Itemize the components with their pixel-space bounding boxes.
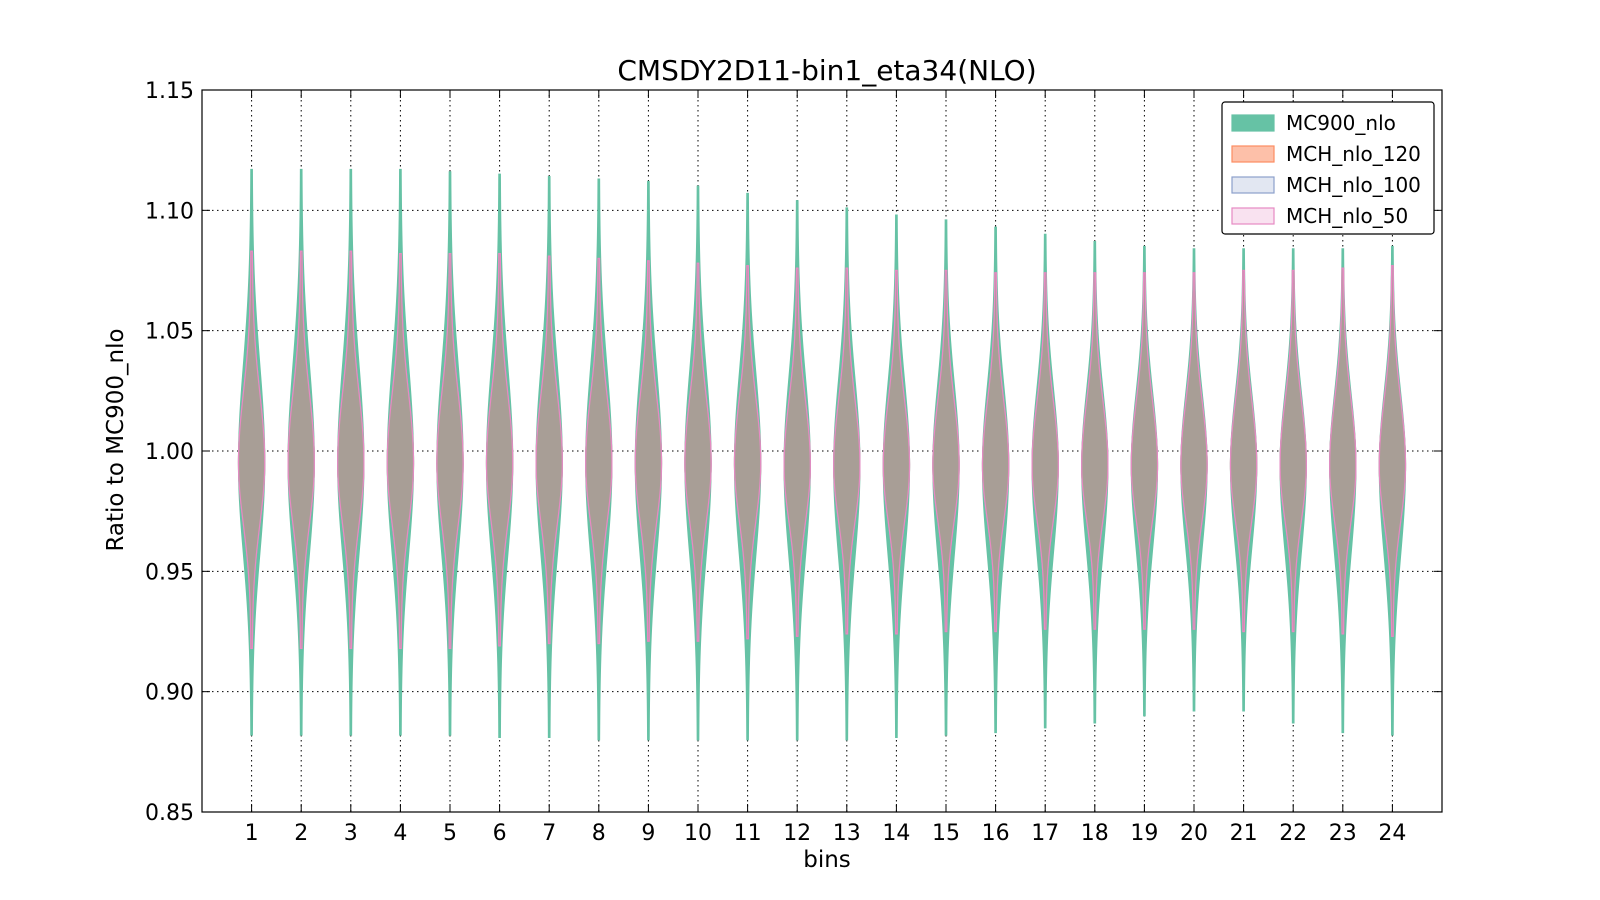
violin-MCH_nlo_50-bin-13 xyxy=(833,267,861,635)
legend-label: MC900_nlo xyxy=(1286,111,1396,135)
x-tick-label: 1 xyxy=(245,821,259,846)
violin-MCH_nlo_50-bin-3 xyxy=(337,250,365,649)
x-tick-label: 9 xyxy=(641,821,655,846)
axis-ticks xyxy=(202,89,1442,813)
violin-MCH_nlo_50-bin-1 xyxy=(237,250,266,649)
y-axis-label: Ratio to MC900_nlo xyxy=(103,328,129,551)
violin-MCH_nlo_50-bin-2 xyxy=(287,250,315,649)
x-tick-labels: 1 2 3 4 5 6 7 8 9 10 11 12 13 14 15 16 17 18 19 20 21 22 23 24 xyxy=(245,821,1407,846)
y-tick-label: 1.15 xyxy=(145,79,194,104)
violin-MCH_nlo_50-bin-8 xyxy=(585,257,613,645)
violin-MCH_nlo_50-bin-12 xyxy=(783,267,811,637)
x-tick-label: 4 xyxy=(393,821,407,846)
legend-swatch xyxy=(1231,176,1275,194)
violin-MCH_nlo_50-bin-4 xyxy=(386,253,415,649)
x-tick-label: 7 xyxy=(542,821,556,846)
x-tick-label: 20 xyxy=(1180,821,1208,846)
x-tick-label: 2 xyxy=(294,821,308,846)
legend-swatch xyxy=(1231,114,1275,132)
x-tick-label: 21 xyxy=(1230,821,1258,846)
x-tick-label: 5 xyxy=(443,821,457,846)
y-tick-label: 0.90 xyxy=(145,681,194,706)
violin-MCH_nlo_50-bin-7 xyxy=(535,255,563,645)
x-tick-label: 16 xyxy=(982,821,1010,846)
y-tick-label: 0.95 xyxy=(145,560,194,585)
x-axis-label: bins xyxy=(803,847,851,873)
legend-swatch xyxy=(1231,207,1275,225)
x-tick-label: 13 xyxy=(833,821,861,846)
violin-MCH_nlo_50-bin-19 xyxy=(1130,272,1159,630)
violin-MCH_nlo_50-bin-17 xyxy=(1031,272,1059,630)
x-tick-label: 6 xyxy=(493,821,507,846)
x-tick-label: 11 xyxy=(734,821,762,846)
legend-label: MCH_nlo_50 xyxy=(1286,204,1408,228)
violin-MCH_nlo_50-bin-11 xyxy=(733,265,762,640)
violin-MCH_nlo_50-bin-18 xyxy=(1081,272,1109,630)
chart-title: CMSDY2D11-bin1_eta34(NLO) xyxy=(617,54,1036,87)
y-tick-label: 1.00 xyxy=(145,440,194,465)
x-tick-label: 15 xyxy=(932,821,960,846)
x-tick-label: 12 xyxy=(783,821,811,846)
violin-MCH_nlo_50-bin-15 xyxy=(932,269,960,633)
violin-series-MCH_nlo_50 xyxy=(237,250,1407,649)
x-tick-label: 8 xyxy=(592,821,606,846)
violin-MCH_nlo_50-bin-6 xyxy=(485,253,514,647)
y-tick-label: 1.05 xyxy=(145,320,194,345)
plot-area xyxy=(201,89,1443,813)
violin-MCH_nlo_50-bin-10 xyxy=(684,262,712,642)
x-tick-label: 18 xyxy=(1081,821,1109,846)
violin-MCH_nlo_50-bin-5 xyxy=(436,253,464,649)
violin-MCH_nlo_50-bin-22 xyxy=(1279,269,1307,633)
y-tick-labels: 0.85 0.90 0.95 1.00 1.05 1.10 1.15 xyxy=(145,79,194,826)
legend-label: MCH_nlo_120 xyxy=(1286,142,1421,166)
legend-box xyxy=(1221,101,1435,235)
x-tick-label: 3 xyxy=(344,821,358,846)
violin-MCH_nlo_50-bin-20 xyxy=(1180,272,1208,630)
legend-label: MCH_nlo_100 xyxy=(1286,173,1421,197)
x-tick-label: 19 xyxy=(1130,821,1158,846)
x-tick-label: 24 xyxy=(1378,821,1406,846)
violins xyxy=(237,168,1407,741)
x-tick-label: 14 xyxy=(882,821,910,846)
y-tick-label: 0.85 xyxy=(145,801,194,826)
violin-MCH_nlo_50-bin-14 xyxy=(882,269,911,635)
x-tick-label: 23 xyxy=(1329,821,1357,846)
violin-MCH_nlo_50-bin-24 xyxy=(1378,265,1407,637)
x-tick-label: 17 xyxy=(1031,821,1059,846)
legend: MC900_nlo MCH_nlo_120 MCH_nlo_100 MCH_nlo_5… xyxy=(1221,101,1435,235)
y-tick-label: 1.10 xyxy=(145,199,194,224)
legend-swatch xyxy=(1231,145,1275,163)
violin-MCH_nlo_50-bin-23 xyxy=(1329,267,1357,635)
x-tick-label: 22 xyxy=(1279,821,1307,846)
violin-MCH_nlo_50-bin-21 xyxy=(1229,269,1258,633)
x-tick-label: 10 xyxy=(684,821,712,846)
violin-MCH_nlo_50-bin-16 xyxy=(981,272,1010,633)
violin-MCH_nlo_50-bin-9 xyxy=(634,260,663,642)
